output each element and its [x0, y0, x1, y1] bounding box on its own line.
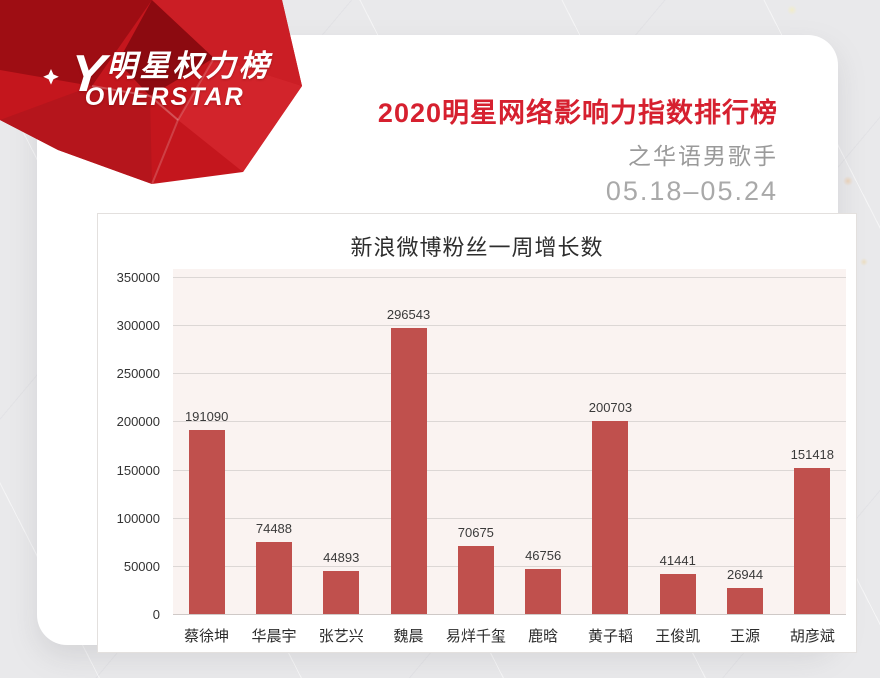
gridline: [173, 373, 846, 375]
x-axis-label: 鹿晗: [528, 628, 559, 645]
bar-value-label: 191090: [184, 409, 229, 424]
bar-value-label: 151418: [790, 447, 835, 463]
bar-value-label: 296543: [386, 307, 431, 323]
bar: [255, 542, 292, 614]
x-axis-label: 黄子韬: [587, 628, 633, 645]
plot-canvas: 0 50000 100000 150000 200000 250000 300000 3500…: [98, 214, 856, 652]
star-sparkle-icon: [43, 69, 59, 85]
bar: [525, 568, 562, 614]
y-tick-label: 50000: [123, 558, 160, 574]
x-axis-label: 蔡徐坤: [184, 628, 230, 645]
bar: [659, 574, 696, 614]
bar: [390, 328, 427, 614]
gridline: [173, 469, 846, 471]
gridline: [173, 421, 846, 423]
chart: 新浪微博粉丝一周增长数 0 50000 100000 150000 200000 2500…: [97, 213, 857, 653]
y-tick-label: 200000: [116, 414, 160, 430]
bar-value-label: 44893: [323, 549, 360, 565]
logo-text: Y 明星权力榜 OWERSTAR: [66, 45, 272, 111]
x-axis-label: 华晨宇: [251, 628, 297, 645]
bar-value-label: 26944: [726, 567, 764, 583]
y-tick-label: 0: [152, 607, 160, 622]
gridline: [173, 325, 846, 327]
bar-value-label: 46756: [525, 547, 562, 563]
bar-value-label: 70675: [457, 524, 494, 540]
bar: [457, 545, 494, 614]
gridline: [173, 277, 846, 278]
chart-title: 新浪微博粉丝一周增长数: [350, 235, 604, 260]
powerstar-logo: Y 明星权力榜 OWERSTAR: [0, 0, 312, 192]
gridline: [173, 614, 846, 615]
header: 2020明星网络影响力指数排行榜 之华语男歌手 05.18–05.24: [378, 91, 778, 207]
bar-value-label: 74488: [255, 521, 293, 537]
logo-y-mark-icon: Y: [66, 45, 108, 103]
y-tick-label: 100000: [116, 510, 160, 526]
bar: [727, 588, 764, 614]
date-range: 05.18–05.24: [605, 176, 778, 206]
y-tick-label: 250000: [116, 366, 160, 382]
x-axis-label: 易烊千玺: [445, 628, 506, 645]
ranking-subtitle: 之华语男歌手: [628, 143, 778, 169]
bar: [794, 468, 831, 614]
logo-cn-label: 明星权力榜: [106, 50, 272, 83]
gridline: [173, 565, 846, 567]
x-axis-label: 王源: [730, 628, 761, 645]
y-tick-label: 150000: [116, 462, 160, 478]
y-tick-label: 300000: [116, 318, 160, 334]
x-axis-label: 王俊凯: [655, 628, 701, 645]
bar: [592, 420, 629, 614]
red-gem-icon: [0, 0, 302, 185]
bar-value-label: 200703: [588, 399, 633, 415]
bar: [323, 570, 360, 614]
ranking-title: 2020明星网络影响力指数排行榜: [377, 98, 778, 128]
bar: [188, 430, 225, 614]
y-tick-label: 350000: [116, 270, 160, 285]
gridline: [173, 517, 846, 519]
x-axis-label: 张艺兴: [318, 628, 364, 645]
x-axis-label: 胡彦斌: [789, 628, 835, 645]
logo-en-label: OWERSTAR: [84, 83, 245, 111]
x-axis-label: 魏晨: [393, 628, 424, 645]
bar-value-label: 41441: [659, 553, 696, 569]
